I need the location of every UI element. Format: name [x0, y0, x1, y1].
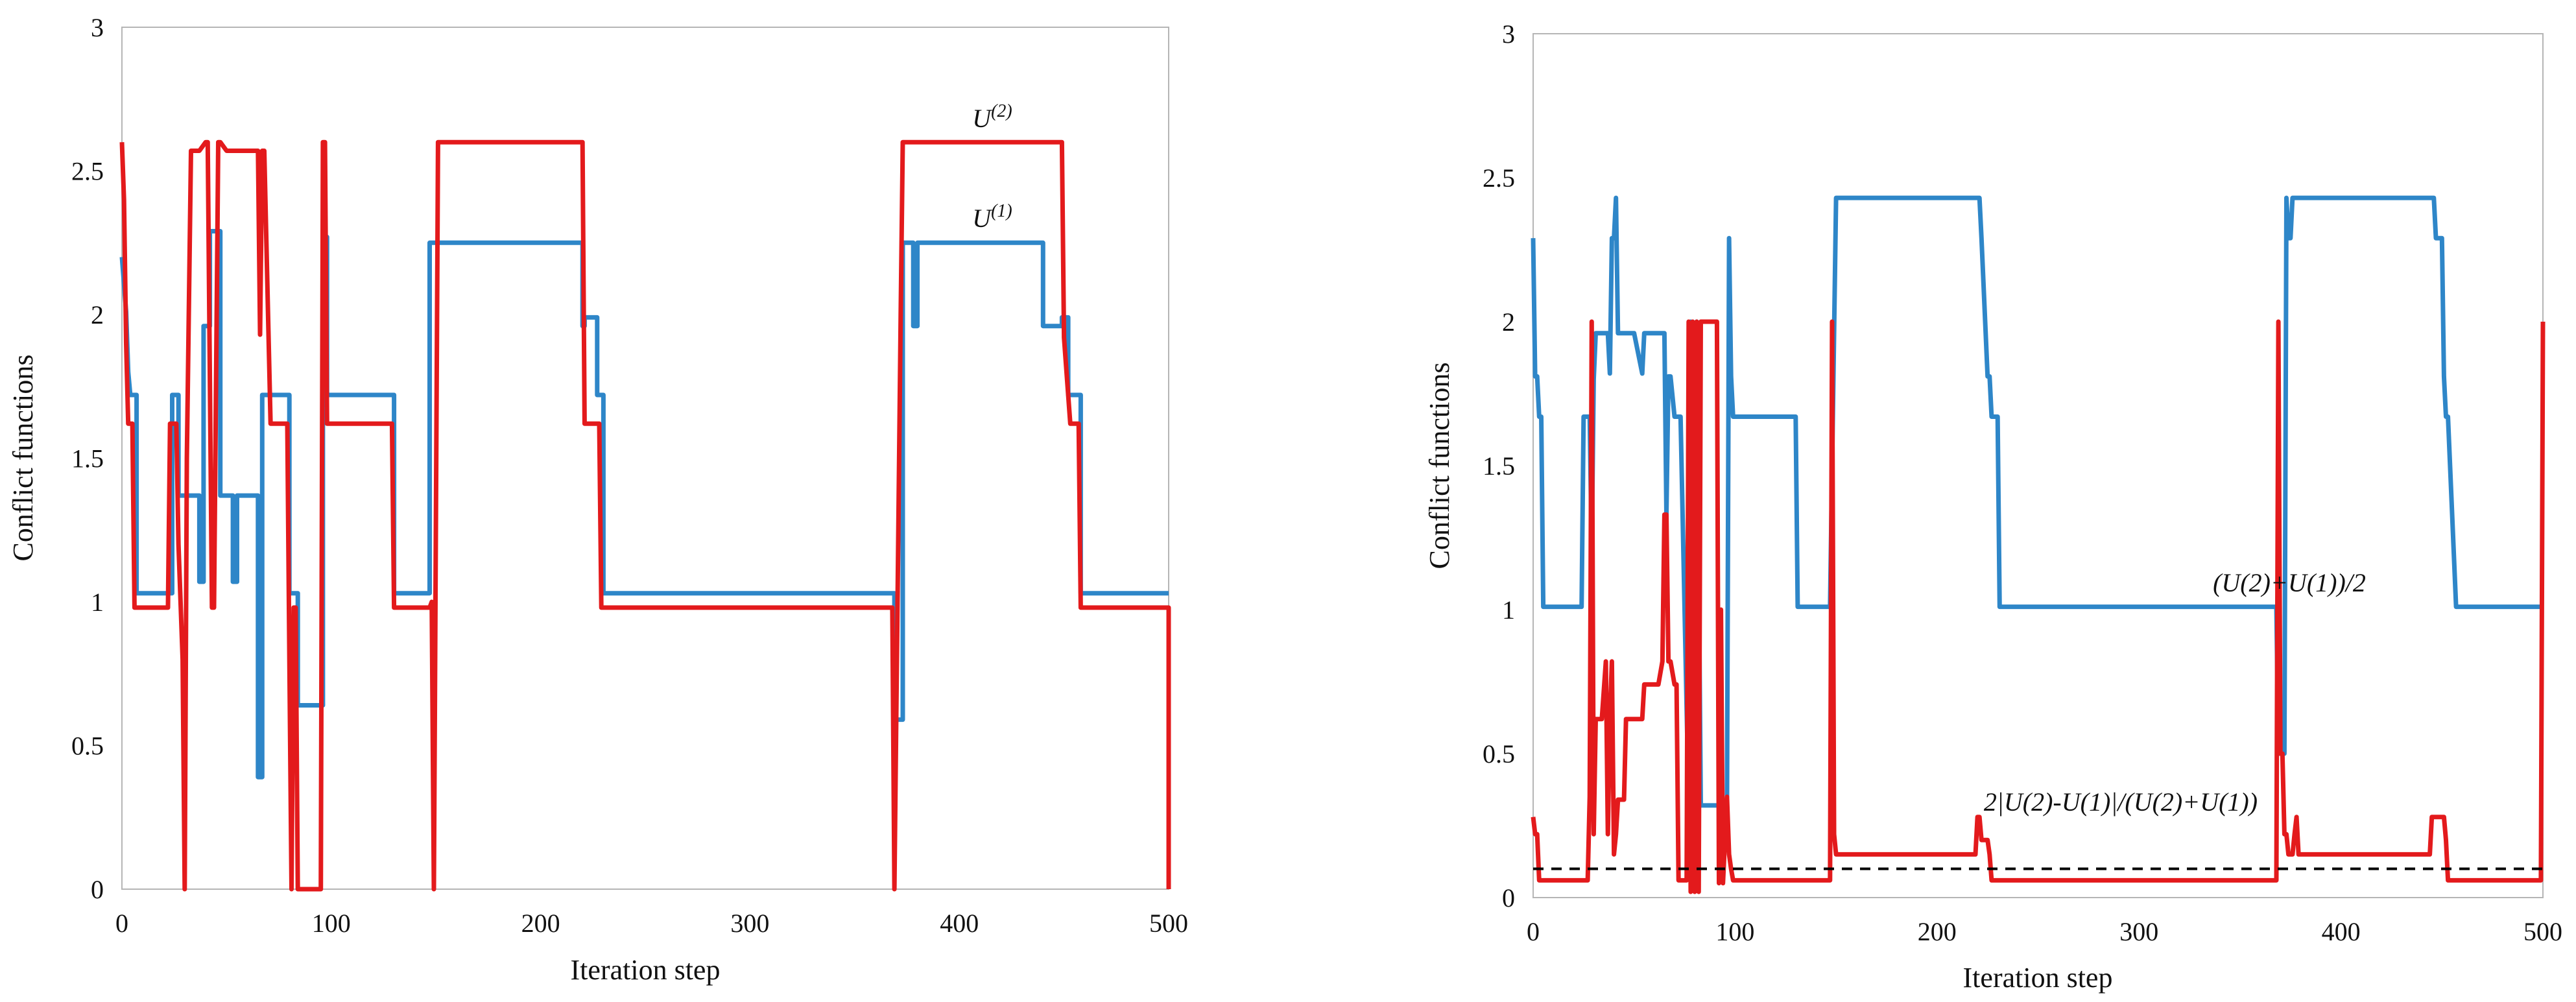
series-group: [119, 139, 1171, 892]
x-tick-label: 200: [521, 909, 560, 938]
y-tick-label: 0.5: [71, 732, 104, 761]
y-tick-label: 2: [1502, 307, 1515, 337]
x-axis-label: Iteration step: [1963, 962, 2113, 994]
annotation-u2: U(2): [972, 101, 1012, 133]
y-tick-label: 2: [91, 300, 104, 329]
y-tick-label: 0: [91, 875, 104, 904]
y-tick-label: 3: [1502, 19, 1515, 49]
chart-left: 0 0.5 1 1.5 2 2.5 3 0 100 200 300 400 500 Iteration…: [7, 13, 1188, 986]
x-tick-label: 100: [312, 909, 351, 938]
y-tick-label: 0: [1502, 883, 1515, 913]
y-axis-label: Conflict functions: [1424, 363, 1455, 569]
y-tick-label: 2.5: [71, 157, 104, 186]
y-tick-label: 0.5: [1483, 739, 1515, 769]
x-tick-label: 200: [1918, 917, 1957, 946]
series-line-u-2-u-1-2: [1531, 195, 2543, 808]
x-tick-label: 500: [1149, 909, 1188, 938]
annotation-u2-sup: (2): [991, 101, 1012, 121]
y-ticks: 0 0.5 1 1.5 2 2.5 3: [1483, 19, 1515, 913]
chart-right: 0 0.5 1 1.5 2 2.5 3 0 100 200 300 400 500 Iteration…: [1424, 19, 2562, 994]
x-tick-label: 0: [115, 909, 128, 938]
y-tick-label: 1.5: [71, 444, 104, 473]
series-line-u-2: [119, 139, 1171, 892]
y-tick-label: 1.5: [1483, 451, 1515, 481]
y-tick-label: 2.5: [1483, 163, 1515, 193]
y-ticks: 0 0.5 1 1.5 2 2.5 3: [71, 13, 104, 904]
y-tick-label: 1: [91, 588, 104, 617]
x-axis-label: Iteration step: [571, 954, 721, 986]
annotation-mean: (U(2)+U(1))/2: [2213, 568, 2366, 597]
annotation-u1-sup: (1): [991, 201, 1012, 221]
plot-frame: [121, 27, 1169, 890]
annotation-u1: U(1): [972, 201, 1012, 233]
plot-frame: [1532, 33, 2544, 898]
annotation-u2-base: U: [972, 104, 993, 133]
x-tick-label: 0: [1527, 917, 1540, 946]
annotation-u1-base: U: [972, 204, 993, 233]
x-tick-label: 500: [2523, 917, 2562, 946]
series-line-u-1: [119, 229, 1169, 780]
y-axis-label: Conflict functions: [7, 355, 39, 562]
x-tick-label: 400: [2322, 917, 2361, 946]
series-group: [1531, 195, 2546, 894]
y-tick-label: 3: [91, 13, 104, 42]
series-line-2-u-2-u-1-u-2-u-1: [1531, 319, 2546, 894]
x-ticks: 0 100 200 300 400 500: [115, 909, 1188, 938]
x-tick-label: 300: [730, 909, 769, 938]
annotation-relative-diff: 2|U(2)-U(1)|/(U(2)+U(1)): [1984, 787, 2258, 817]
x-tick-label: 100: [1715, 917, 1754, 946]
x-ticks: 0 100 200 300 400 500: [1527, 917, 2562, 946]
y-tick-label: 1: [1502, 595, 1515, 625]
x-tick-label: 400: [940, 909, 979, 938]
x-tick-label: 300: [2119, 917, 2158, 946]
